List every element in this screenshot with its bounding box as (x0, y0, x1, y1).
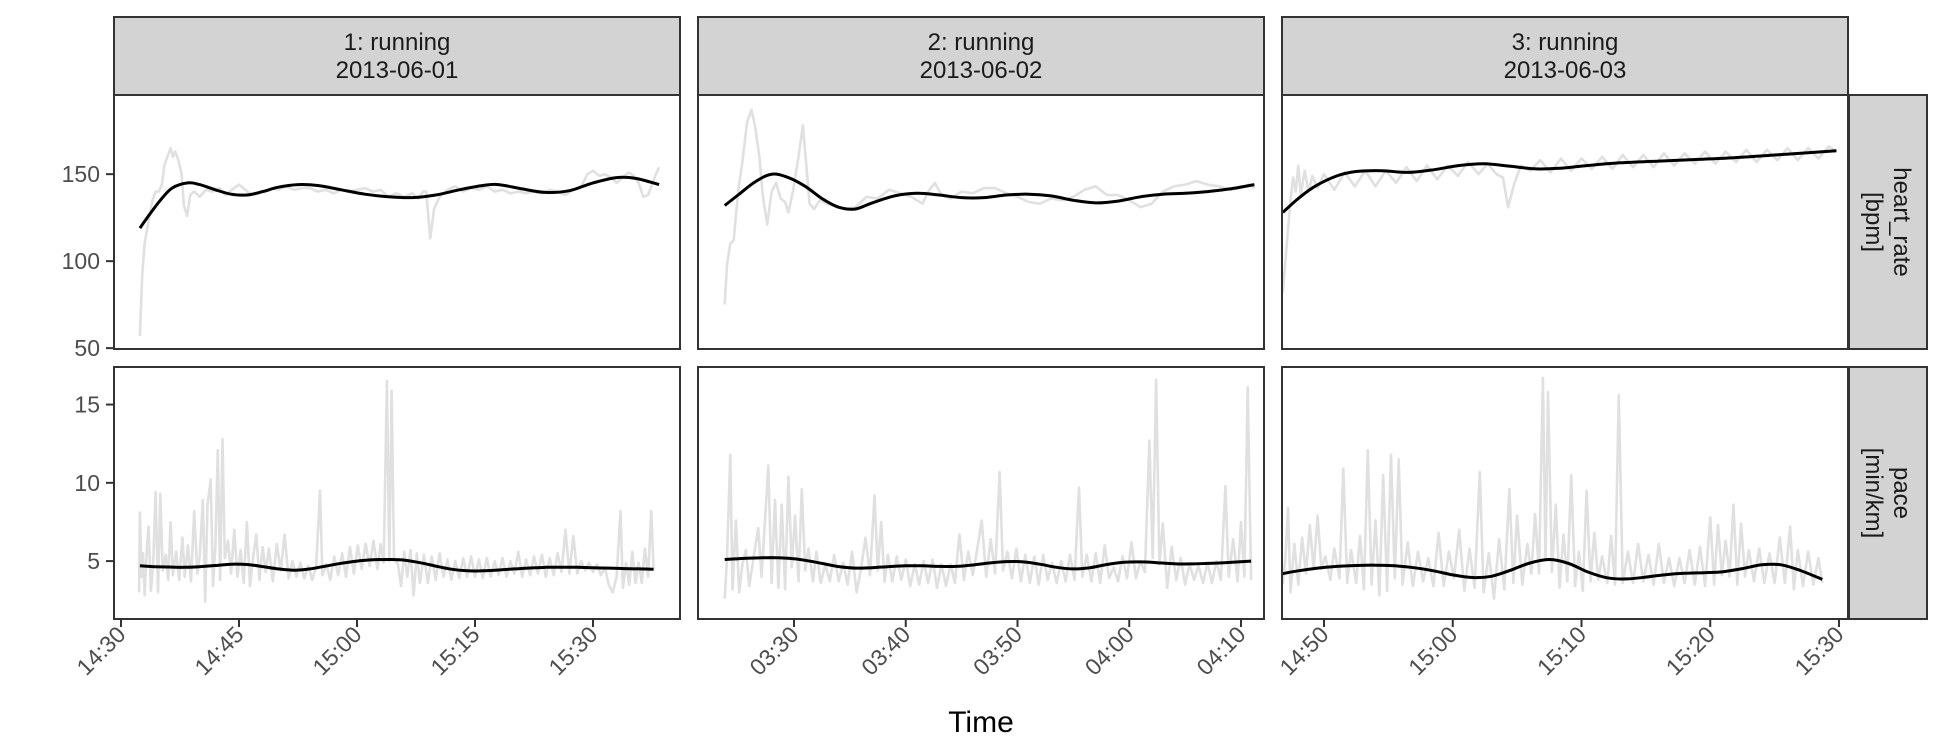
smooth-series-line (139, 557, 654, 573)
strip-label-activity: 2: running (928, 29, 1035, 56)
strip-background (113, 16, 681, 96)
strip-background (697, 16, 1265, 96)
x-axes: 14:30 14:45 15:00 15:15 15:30 03:30 03:40 03:50… (71, 619, 1849, 680)
x-tick-label: 15:00 (1403, 621, 1462, 680)
x-tick-label: 14:45 (189, 621, 248, 680)
panel-heart-rate-3 (1281, 94, 1849, 350)
panel-background (698, 367, 1264, 619)
x-tick-label: 15:30 (1789, 621, 1848, 680)
panel-pace-2 (697, 366, 1265, 620)
strip-label-variable: heart_rate (1888, 167, 1915, 276)
strip-background (1281, 16, 1849, 96)
raw-series-line (1282, 145, 1838, 293)
smooth-series-line (138, 175, 660, 229)
panel-pace-3 (1281, 366, 1849, 620)
smooth-series-line (1282, 557, 1823, 581)
panel-border (113, 366, 681, 620)
x-tick-label: 03:40 (856, 621, 915, 680)
strip-label-unit: [bpm] (1860, 192, 1887, 252)
y-axis-row-2: 5 10 15 (74, 392, 114, 574)
panel-pace-1 (113, 366, 681, 620)
panel-background (114, 95, 680, 349)
x-tick-label: 04:10 (1191, 621, 1250, 680)
smooth-series-line (1282, 149, 1837, 214)
y-axes: 50 100 150 5 10 15 (62, 161, 114, 574)
strip-label-activity: 1: running (344, 29, 451, 56)
panels (113, 94, 1849, 620)
x-tick-label: 03:50 (968, 621, 1027, 680)
raw-series-line (1282, 376, 1824, 601)
x-axis-column-1: 14:30 14:45 15:00 15:15 15:30 (71, 619, 603, 680)
strip-row-1: heart_rate[bpm] (1848, 94, 1928, 350)
x-tick-label: 14:50 (1274, 621, 1333, 680)
panel-background (114, 367, 680, 619)
panel-border (697, 366, 1265, 620)
x-tick-label: 03:30 (744, 621, 803, 680)
strip-label-date: 2013-06-03 (1504, 57, 1627, 84)
x-tick-label: 14:30 (71, 621, 130, 680)
panel-border (697, 94, 1265, 350)
panel-heart-rate-1 (113, 94, 681, 350)
panel-heart-rate-2 (697, 94, 1265, 350)
panel-border (113, 94, 681, 350)
smooth-series-line (723, 172, 1255, 211)
panel-border (1281, 94, 1849, 350)
strip-label-unit: [min/km] (1860, 448, 1887, 539)
y-axis-row-1: 50 100 150 (62, 161, 114, 361)
row-strips: heart_rate[bpm]pace[min/km] (1848, 94, 1928, 620)
x-tick-label: 15:20 (1661, 621, 1720, 680)
x-axis-title: Time (948, 706, 1014, 739)
raw-series-line (138, 146, 661, 337)
panel-border (1281, 366, 1849, 620)
y-tick-label: 5 (87, 548, 100, 574)
y-tick-label: 15 (74, 392, 100, 418)
y-tick-label: 10 (74, 470, 100, 496)
x-tick-label: 15:30 (543, 621, 602, 680)
panel-background (698, 95, 1264, 349)
strip-background (1848, 366, 1928, 620)
x-tick-label: 15:15 (425, 621, 484, 680)
strip-label-date: 2013-06-02 (920, 57, 1043, 84)
x-axis-column-3: 14:50 15:00 15:10 15:20 15:30 (1274, 619, 1849, 680)
x-tick-label: 15:00 (307, 621, 366, 680)
y-tick-label: 100 (62, 248, 100, 274)
strip-label-variable: pace (1888, 467, 1915, 519)
panel-background (1282, 95, 1848, 349)
raw-series-line (723, 378, 1253, 599)
x-axis-column-2: 03:30 03:40 03:50 04:00 04:10 (744, 619, 1251, 680)
strip-background (1848, 94, 1928, 350)
raw-series-line (723, 108, 1256, 305)
x-tick-label: 04:00 (1080, 621, 1139, 680)
smooth-series-line (724, 556, 1252, 571)
strip-label-activity: 3: running (1512, 29, 1619, 56)
y-tick-label: 50 (74, 335, 100, 361)
y-tick-label: 150 (62, 161, 100, 187)
raw-series-line (137, 379, 655, 604)
strip-label-date: 2013-06-01 (336, 57, 459, 84)
strip-row-2: pace[min/km] (1848, 366, 1928, 620)
x-tick-label: 15:10 (1532, 621, 1591, 680)
